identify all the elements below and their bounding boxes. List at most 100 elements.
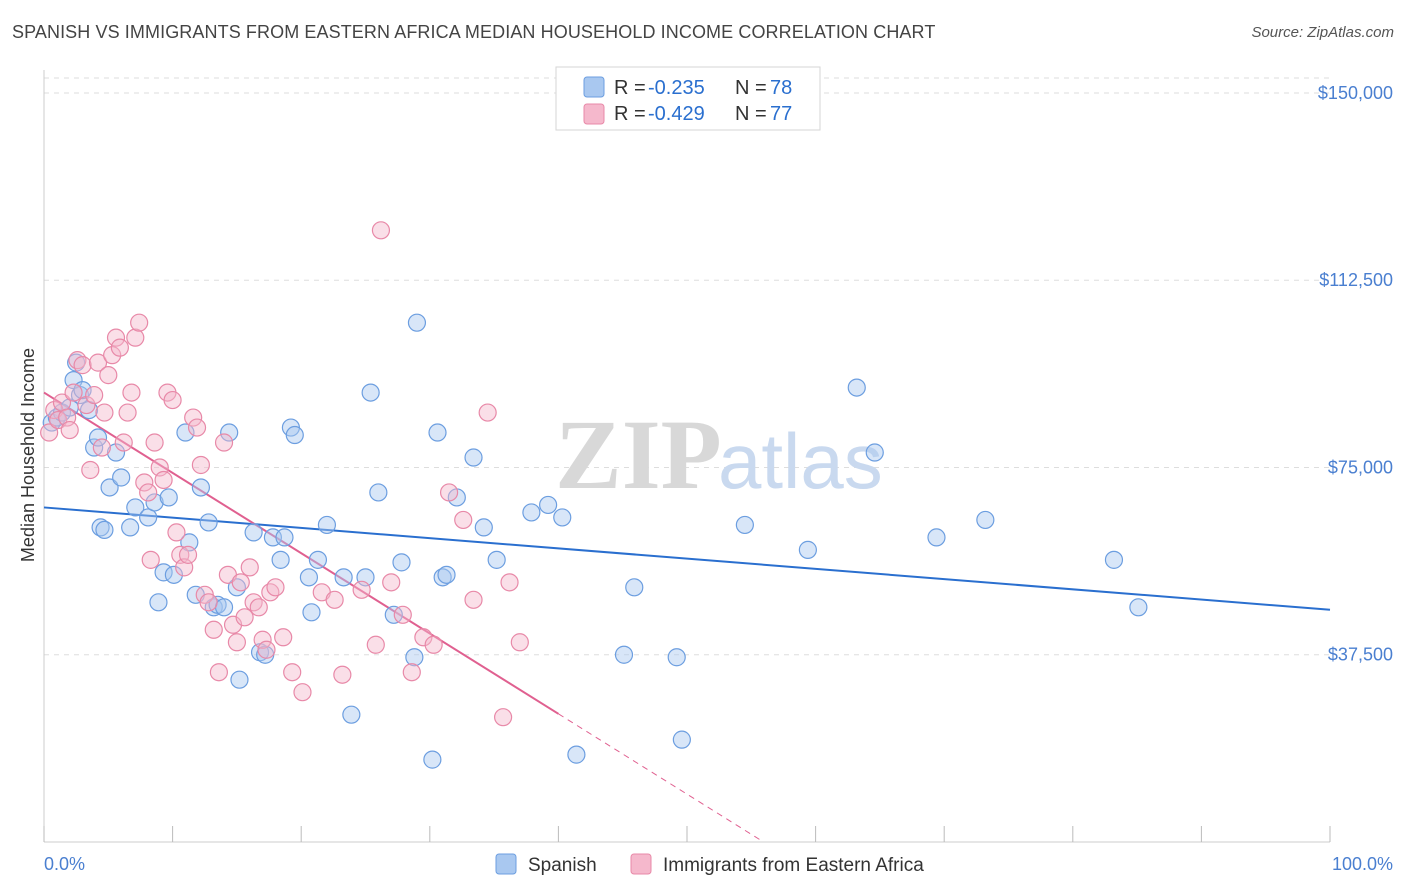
data-point-pink xyxy=(81,460,100,480)
data-point-pink xyxy=(266,578,285,597)
data-point-blue xyxy=(308,550,328,569)
data-point-blue xyxy=(428,423,447,442)
data-point-pink xyxy=(145,433,164,452)
y-tick-label: $112,500 xyxy=(1319,270,1393,290)
data-point-pink xyxy=(204,620,223,639)
data-point-blue xyxy=(423,750,442,769)
data-point-pink xyxy=(464,590,483,609)
data-point-blue xyxy=(100,478,119,497)
bottom-legend: Spanish Immigrants from Eastern Africa xyxy=(495,853,924,876)
data-point-pink xyxy=(424,635,443,654)
data-point-pink xyxy=(402,663,421,682)
data-point-pink xyxy=(184,408,203,427)
data-point-pink xyxy=(261,583,280,602)
data-point-blue xyxy=(302,603,321,622)
bottom-legend-swatch-eastern-africa xyxy=(630,853,652,875)
data-point-blue xyxy=(1104,550,1124,569)
data-point-pink xyxy=(135,473,154,492)
data-point-pink xyxy=(494,708,513,727)
data-point-pink xyxy=(231,573,250,592)
data-point-pink xyxy=(478,403,497,422)
data-point-blue xyxy=(369,483,388,502)
data-point-pink xyxy=(191,455,210,475)
data-point-pink xyxy=(257,640,276,659)
data-point-blue xyxy=(865,443,884,462)
data-point-pink xyxy=(352,580,371,599)
data-point-pink xyxy=(293,683,312,702)
data-point-pink xyxy=(163,390,182,410)
data-point-blue xyxy=(214,598,234,617)
data-point-pink xyxy=(103,346,122,365)
data-point-pink xyxy=(130,313,149,332)
data-point-blue xyxy=(1129,598,1148,617)
data-point-blue xyxy=(164,565,183,584)
data-point-blue xyxy=(798,540,817,559)
data-point-blue xyxy=(139,508,158,527)
data-point-pink xyxy=(249,598,268,617)
grid xyxy=(44,77,1330,656)
legend: R = -0.235 N = 78 R = -0.429 N = 77 xyxy=(555,66,821,131)
data-point-pink xyxy=(77,395,96,415)
data-point-pink xyxy=(178,545,198,564)
data-point-blue xyxy=(191,478,210,497)
data-point-pink xyxy=(92,438,111,457)
data-point-pink xyxy=(227,633,246,652)
data-point-pink xyxy=(68,351,87,370)
data-point-blue xyxy=(614,645,634,664)
data-point-pink xyxy=(510,633,529,652)
data-point-blue xyxy=(437,565,456,584)
data-point-blue xyxy=(145,493,164,512)
data-point-blue xyxy=(126,498,145,517)
data-point-blue xyxy=(392,553,411,572)
data-point-blue xyxy=(85,438,104,457)
axes xyxy=(43,70,1331,843)
data-point-blue xyxy=(159,488,178,507)
chart-title: SPANISH VS IMMIGRANTS FROM EASTERN AFRIC… xyxy=(12,22,936,42)
y-tick-label: $75,000 xyxy=(1328,457,1393,477)
data-point-pink xyxy=(500,573,519,592)
watermark-atlas: atlas xyxy=(718,417,883,505)
data-point-blue xyxy=(299,568,319,587)
data-point-blue xyxy=(199,513,218,532)
data-point-pink xyxy=(187,418,207,437)
data-point-blue xyxy=(522,503,541,522)
data-point-blue xyxy=(464,448,483,467)
data-point-pink xyxy=(393,605,412,624)
legend-r-label-1: R = xyxy=(614,77,646,99)
x-tick-label-start: 0.0% xyxy=(44,854,85,874)
data-point-pink xyxy=(214,433,234,452)
data-point-pink xyxy=(382,573,401,592)
data-point-blue xyxy=(667,648,686,667)
data-point-blue xyxy=(672,730,691,749)
legend-n-label-1: N = xyxy=(735,77,767,99)
data-point-blue xyxy=(361,383,380,402)
data-point-blue xyxy=(112,468,131,487)
y-tick-label: $150,000 xyxy=(1318,83,1393,103)
data-point-pink xyxy=(371,221,391,240)
data-point-blue xyxy=(334,568,353,587)
data-point-pink xyxy=(244,593,263,612)
data-point-pink xyxy=(366,635,385,654)
data-point-blue xyxy=(88,428,108,447)
data-point-pink xyxy=(283,663,302,682)
data-point-blue xyxy=(407,313,427,332)
trend-line-blue xyxy=(43,506,1331,611)
data-point-pink xyxy=(199,593,218,612)
trend-lines xyxy=(43,391,1331,843)
x-tick-label-end: 100.0% xyxy=(1332,854,1393,874)
legend-n-label-2: N = xyxy=(735,103,767,125)
data-point-blue xyxy=(176,423,195,442)
data-point-blue xyxy=(553,508,572,527)
data-point-blue xyxy=(271,550,290,569)
data-point-pink xyxy=(235,608,254,627)
data-point-pink xyxy=(106,328,126,347)
trend-line-extension-pink xyxy=(558,713,764,843)
data-points xyxy=(40,221,1148,769)
data-point-blue xyxy=(106,443,126,462)
data-point-pink xyxy=(454,510,473,530)
watermark: ZIP atlas xyxy=(555,399,883,510)
data-point-blue xyxy=(625,578,644,597)
data-point-pink xyxy=(114,433,133,452)
data-point-blue xyxy=(220,423,239,442)
